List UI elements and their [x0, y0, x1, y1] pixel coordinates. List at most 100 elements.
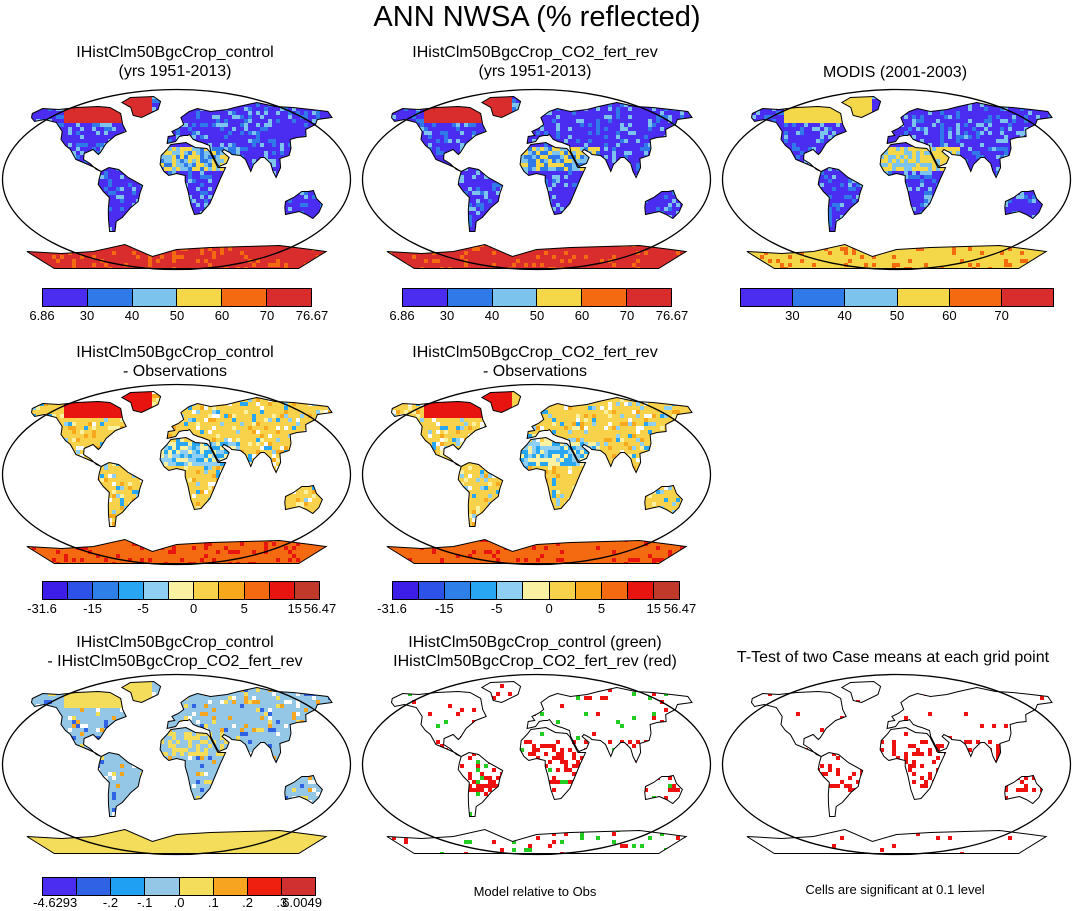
- colorbar-panel-6: [42, 877, 316, 896]
- map-fill: [26, 681, 333, 854]
- colorbar-swatch: [179, 878, 214, 895]
- globe-outline: [361, 383, 712, 566]
- colorbar-swatch: [549, 582, 576, 599]
- colorbar-swatch: [87, 289, 133, 306]
- coastline: [26, 680, 333, 854]
- tick-label: 70: [994, 308, 1008, 323]
- tick-label: 76.67: [296, 308, 329, 323]
- tick-label: 50: [170, 308, 184, 323]
- globe-outline: [1, 673, 352, 856]
- panel-6-title: IHistClm50BgcCrop_control - IHistClm50Bg…: [0, 633, 350, 671]
- colorbar-swatch: [492, 289, 538, 306]
- tick-label: 15: [287, 601, 301, 616]
- colorbar-swatch: [294, 582, 320, 599]
- tick-label: 70: [620, 308, 634, 323]
- tick-label: 50: [890, 308, 904, 323]
- tick-label: 0: [190, 601, 197, 616]
- colorbar-swatch: [244, 582, 270, 599]
- panel-1-title: IHistClm50BgcCrop_control (yrs 1951-2013…: [25, 43, 325, 81]
- coastline: [386, 390, 693, 564]
- panel-7-title-line1: IHistClm50BgcCrop_control (green): [360, 633, 710, 652]
- colorbar-swatch: [213, 878, 248, 895]
- tick-label: 30: [440, 308, 454, 323]
- tick-label: -15: [83, 601, 102, 616]
- tick-label: -31.6: [27, 601, 57, 616]
- tick-label: .3: [276, 895, 287, 910]
- tick-label: 15: [647, 601, 661, 616]
- coastline: [26, 390, 333, 564]
- tick-label: -4.6293: [33, 895, 77, 910]
- colorbar-swatch: [537, 289, 583, 306]
- colorbar-swatch: [222, 289, 268, 306]
- colorbar-swatch: [219, 582, 245, 599]
- colorbar-swatch: [68, 582, 94, 599]
- panel-6-title-line2: - IHistClm50BgcCrop_CO2_fert_rev: [0, 652, 350, 671]
- tick-label: -.2: [103, 895, 118, 910]
- panel-4-title-line2: - Observations: [25, 362, 325, 381]
- colorbar-swatch: [601, 582, 628, 599]
- colorbar-panel-2: [402, 288, 672, 307]
- coastline: [746, 680, 1053, 854]
- panel-5-title: IHistClm50BgcCrop_CO2_fert_rev - Observa…: [385, 343, 685, 381]
- tick-label: 60: [942, 308, 956, 323]
- colorbar-swatch: [949, 289, 1002, 306]
- panel-8-title-line1: T-Test of two Case means at each grid po…: [712, 648, 1074, 667]
- map-fill: [26, 96, 333, 269]
- colorbar-swatch: [497, 582, 524, 599]
- colorbar-swatch: [118, 582, 144, 599]
- panel-6-title-line1: IHistClm50BgcCrop_control: [0, 633, 350, 652]
- map-panel-6: [1, 673, 352, 856]
- colorbar-panel-5-labels: -31.6 -15 -5 0 5 15 56.47: [377, 601, 696, 617]
- tick-label: -5: [137, 601, 149, 616]
- tick-label: 40: [125, 308, 139, 323]
- tick-label: .1: [208, 895, 219, 910]
- tick-label: 30: [80, 308, 94, 323]
- panel-7-title: IHistClm50BgcCrop_control (green) IHistC…: [360, 633, 710, 671]
- coastline: [746, 95, 1053, 269]
- colorbar-panel-6-labels: -4.6293 -.2 -.1 .0 .1 .2 .3 6.0049: [33, 895, 322, 911]
- colorbar-swatch: [793, 289, 846, 306]
- colorbar-swatch: [1001, 289, 1054, 306]
- colorbar-panel-3-labels: 30 40 50 60 70: [740, 308, 1054, 324]
- globe-outline: [721, 673, 1072, 856]
- colorbar-swatch: [111, 878, 146, 895]
- tick-label: 6.86: [389, 308, 414, 323]
- colorbar-swatch: [43, 878, 78, 895]
- colorbar-swatch: [168, 582, 195, 599]
- tick-label: -15: [435, 601, 454, 616]
- colorbar-swatch: [419, 582, 446, 599]
- panel-8-title: T-Test of two Case means at each grid po…: [712, 648, 1074, 667]
- tick-label: .2: [242, 895, 253, 910]
- colorbar-swatch: [575, 582, 602, 599]
- note-significance: Cells are significant at 0.1 level: [745, 882, 1045, 897]
- colorbar-swatch: [627, 582, 654, 599]
- colorbar-swatch: [523, 582, 550, 599]
- tick-label: 5: [598, 601, 605, 616]
- colorbar-swatch: [393, 582, 420, 599]
- colorbar-swatch: [897, 289, 950, 306]
- tick-label: -5: [491, 601, 503, 616]
- colorbar-swatch: [77, 878, 112, 895]
- globe-outline: [1, 383, 352, 566]
- tick-label: 5: [241, 601, 248, 616]
- map-fill: [386, 96, 693, 269]
- tick-label: 56.47: [664, 601, 697, 616]
- colorbar-swatch: [269, 582, 295, 599]
- colorbar-swatch: [93, 582, 119, 599]
- colorbar-swatch: [445, 582, 472, 599]
- tick-label: 70: [260, 308, 274, 323]
- coastline: [386, 95, 693, 269]
- coastline: [26, 95, 333, 269]
- colorbar-panel-1: [42, 288, 312, 307]
- map-panel-7: [361, 673, 712, 856]
- globe-outline: [1, 88, 352, 271]
- tick-label: 6.0049: [282, 895, 322, 910]
- panel-2-title-line1: IHistClm50BgcCrop_CO2_fert_rev: [385, 43, 685, 62]
- colorbar-swatch: [653, 582, 680, 599]
- tick-label: 40: [485, 308, 499, 323]
- colorbar-swatch: [143, 582, 169, 599]
- panel-3-title-line1: MODIS (2001-2003): [745, 63, 1045, 82]
- tick-label: 30: [785, 308, 799, 323]
- colorbar-swatch: [145, 878, 180, 895]
- tick-label: -31.6: [377, 601, 407, 616]
